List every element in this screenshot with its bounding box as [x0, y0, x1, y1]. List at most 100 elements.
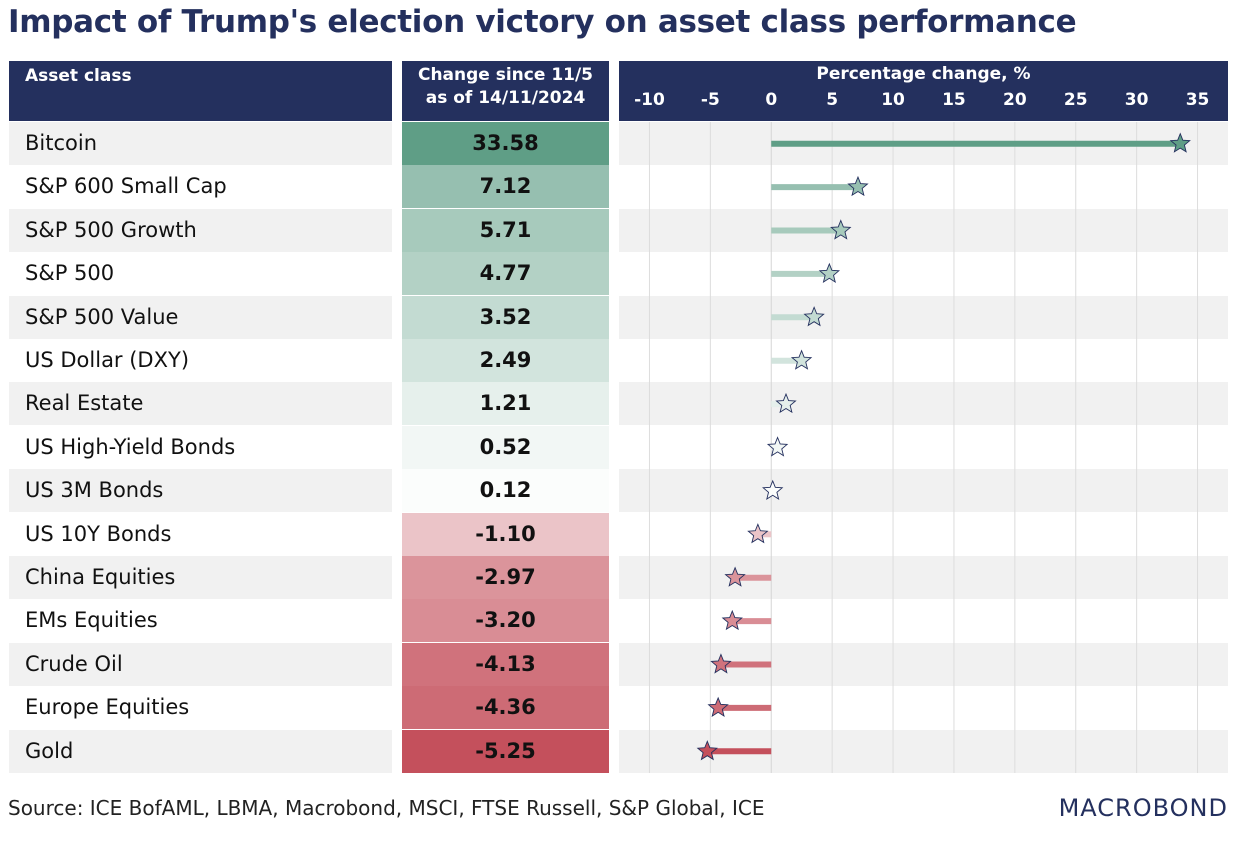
chart-row-bg — [619, 599, 1228, 642]
change-value-cell: -4.13 — [402, 642, 609, 686]
chart-row-bg — [619, 686, 1228, 729]
asset-name-cell: S&P 500 Growth — [9, 208, 392, 252]
table-row: S&P 600 Small Cap 7.12 — [9, 165, 1228, 209]
table-row: S&P 500 Value 3.52 — [9, 295, 1228, 339]
x-tick-label: 35 — [1185, 90, 1210, 110]
table-row: US High-Yield Bonds 0.52 — [9, 425, 1228, 469]
change-value: -5.25 — [475, 738, 536, 763]
asset-name: EMs Equities — [25, 608, 158, 633]
chart-row-bg — [619, 556, 1228, 599]
table-row: Europe Equities -4.36 — [9, 686, 1228, 730]
change-value-cell: 3.52 — [402, 295, 609, 339]
table-row: Bitcoin 33.58 — [9, 122, 1228, 165]
asset-name-cell: S&P 600 Small Cap — [9, 165, 392, 208]
asset-name: US Dollar (DXY) — [25, 348, 190, 372]
header-change-line2: as of 14/11/2024 — [425, 88, 586, 108]
change-value: 2.49 — [479, 348, 532, 372]
asset-name: Real Estate — [25, 391, 144, 416]
table-row: Crude Oil -4.13 — [9, 642, 1228, 686]
change-value: 5.71 — [479, 217, 532, 242]
asset-name: S&P 500 — [25, 261, 115, 286]
asset-name-cell: US 10Y Bonds — [9, 513, 392, 556]
source-note: Source: ICE BofAML, LBMA, Macrobond, MSC… — [8, 796, 765, 820]
x-tick-label: 15 — [942, 90, 966, 110]
asset-name: US 10Y Bonds — [25, 521, 172, 546]
asset-name-cell: Gold — [9, 729, 392, 773]
x-tick-label: 0 — [765, 90, 778, 110]
change-value-cell: -2.97 — [402, 556, 609, 599]
change-value: -4.36 — [475, 695, 536, 720]
table-row: S&P 500 4.77 — [9, 252, 1228, 296]
change-value-cell: -5.25 — [402, 729, 609, 773]
change-value-cell: 7.12 — [402, 165, 609, 209]
asset-name-cell: Bitcoin — [9, 122, 392, 165]
change-value-cell: 0.52 — [402, 425, 609, 469]
header-asset-class: Asset class — [9, 61, 392, 121]
asset-name-cell: S&P 500 — [9, 252, 392, 295]
asset-name: US 3M Bonds — [25, 478, 164, 503]
asset-name: S&P 600 Small Cap — [25, 174, 227, 199]
chart-row-bg — [619, 469, 1228, 513]
change-value: 0.52 — [479, 434, 532, 459]
table-row: US 3M Bonds 0.12 — [9, 469, 1228, 513]
table-row: China Equities -2.97 — [9, 556, 1228, 599]
change-value-cell: -4.36 — [402, 686, 609, 730]
change-value: 0.12 — [479, 478, 532, 503]
chart-row-bg — [619, 165, 1228, 208]
x-tick-label: -10 — [634, 90, 665, 110]
change-value: -1.10 — [475, 521, 536, 546]
asset-name-cell: EMs Equities — [9, 599, 392, 642]
table-row: Real Estate 1.21 — [9, 382, 1228, 426]
table-row: US Dollar (DXY) 2.49 — [9, 339, 1228, 382]
change-value: -4.13 — [475, 651, 536, 676]
asset-name-cell: US High-Yield Bonds — [9, 426, 392, 469]
chart-row-bg — [619, 252, 1228, 295]
asset-name-cell: Europe Equities — [9, 686, 392, 729]
x-tick-label: -5 — [700, 90, 720, 110]
asset-name: S&P 500 Value — [25, 304, 179, 329]
change-value: 3.52 — [479, 304, 532, 329]
asset-name: S&P 500 Growth — [25, 217, 197, 242]
asset-name-cell: US Dollar (DXY) — [9, 339, 392, 382]
change-value: 33.58 — [472, 131, 539, 155]
table-row: US 10Y Bonds -1.10 — [9, 512, 1228, 556]
asset-name-cell: Real Estate — [9, 382, 392, 426]
change-value: -3.20 — [475, 608, 536, 633]
change-value-cell: 1.21 — [402, 382, 609, 426]
chart-row-bg — [619, 426, 1228, 469]
change-value: 1.21 — [479, 391, 532, 416]
chart-row-bg — [619, 382, 1228, 426]
change-value-cell: 33.58 — [402, 122, 609, 165]
chart-row-bg — [619, 339, 1228, 382]
header-change: Change since 11/5 as of 14/11/2024 — [402, 61, 609, 121]
chart-row-bg — [619, 122, 1228, 165]
x-tick-label: 5 — [826, 90, 839, 110]
table-row: Gold -5.25 — [9, 729, 1228, 773]
x-tick-label: 30 — [1124, 90, 1149, 110]
x-axis-label: Percentage change, % — [816, 64, 1031, 84]
change-value-cell: 0.12 — [402, 469, 609, 513]
header-chart: Percentage change, % -10 -5 0 5 10 15 20 25 30 35 — [619, 61, 1228, 121]
change-value: 4.77 — [479, 261, 532, 286]
chart-row-bg — [619, 513, 1228, 556]
asset-name-cell: China Equities — [9, 556, 392, 599]
change-value-cell: -3.20 — [402, 599, 609, 643]
asset-name: Bitcoin — [25, 131, 98, 155]
asset-name-cell: S&P 500 Value — [9, 295, 392, 339]
asset-name: Europe Equities — [25, 695, 190, 720]
table-row: S&P 500 Growth 5.71 — [9, 208, 1228, 252]
chart-title: Impact of Trump's election victory on as… — [8, 4, 1077, 40]
x-tick-label: 25 — [1063, 90, 1088, 110]
change-value: -2.97 — [475, 565, 536, 589]
change-value-cell: -1.10 — [402, 512, 609, 556]
x-tick-label: 10 — [881, 90, 905, 110]
table-row: EMs Equities -3.20 — [9, 599, 1228, 643]
asset-name-cell: Crude Oil — [9, 642, 392, 686]
x-tick-label: 20 — [1003, 90, 1027, 110]
chart-row-bg — [619, 295, 1228, 339]
macrobond-logo: MACROBOND — [1058, 794, 1228, 822]
asset-name: China Equities — [25, 565, 176, 589]
chart-row-bg — [619, 642, 1228, 686]
change-value-cell: 2.49 — [402, 339, 609, 382]
asset-name: Gold — [25, 738, 74, 763]
